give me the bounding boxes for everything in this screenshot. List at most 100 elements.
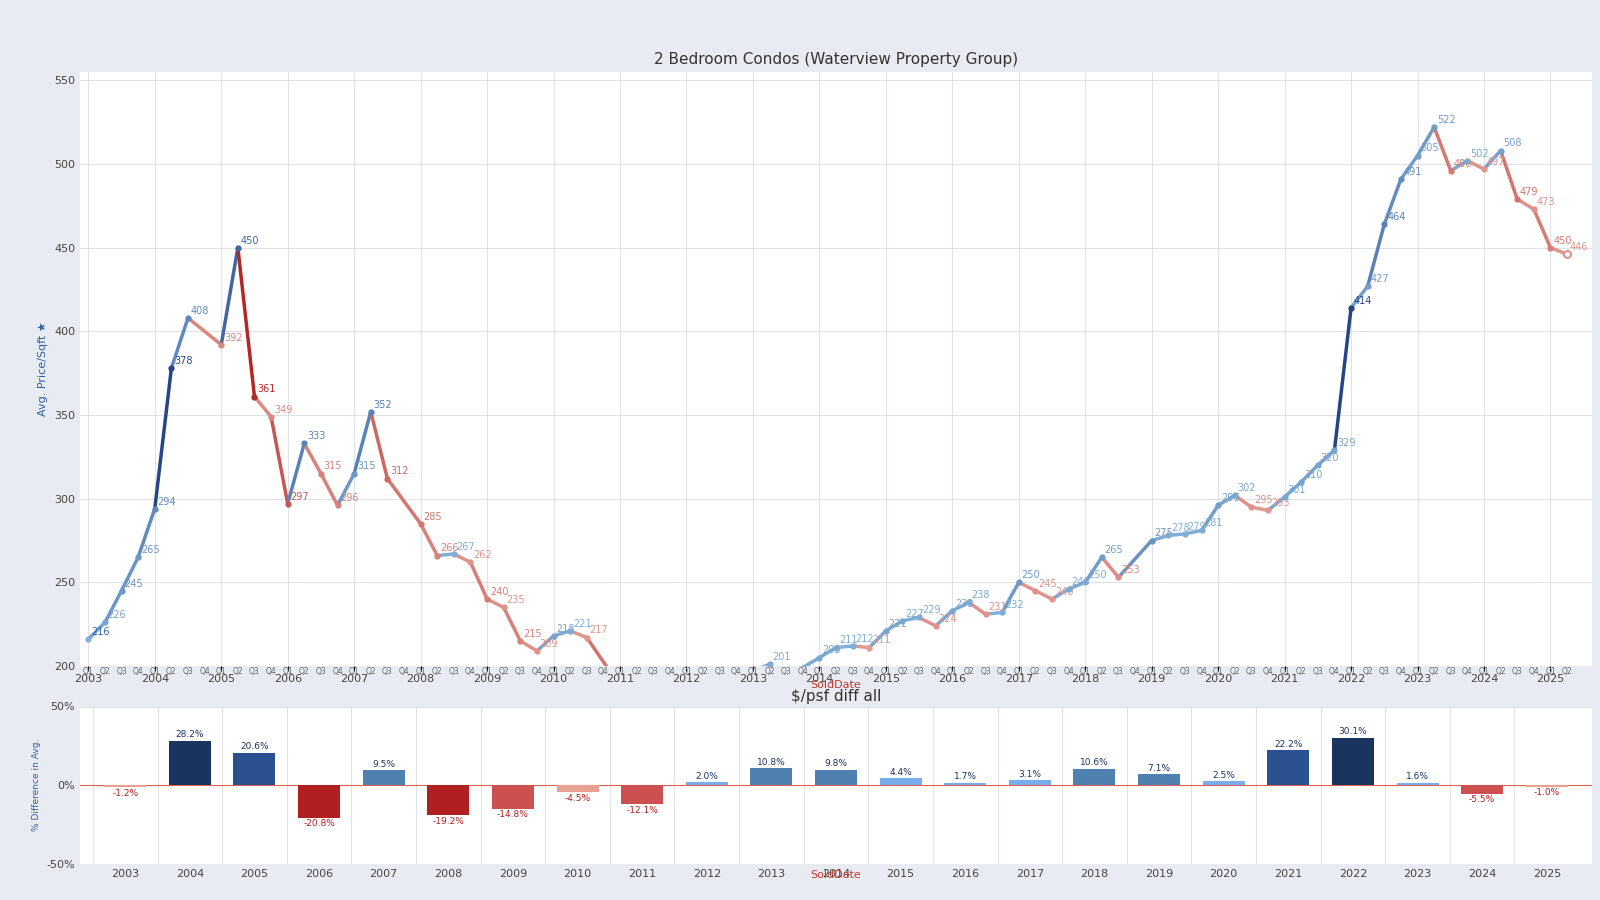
Bar xyxy=(1010,780,1051,785)
Text: 392: 392 xyxy=(224,333,243,343)
Bar xyxy=(1461,785,1502,794)
Text: 240: 240 xyxy=(1054,587,1074,597)
Text: 240: 240 xyxy=(490,587,509,597)
Text: 7.1%: 7.1% xyxy=(1147,764,1171,773)
Text: 250: 250 xyxy=(1021,571,1040,580)
Text: 4.4%: 4.4% xyxy=(890,768,912,777)
Text: 262: 262 xyxy=(474,550,491,560)
Bar xyxy=(814,770,858,785)
Text: -5.5%: -5.5% xyxy=(1469,796,1496,805)
Text: 1.6%: 1.6% xyxy=(1406,772,1429,781)
Text: 296: 296 xyxy=(341,493,358,503)
Text: 281: 281 xyxy=(1205,518,1222,528)
Text: 491: 491 xyxy=(1403,166,1422,177)
Text: 446: 446 xyxy=(1570,242,1589,252)
Text: -1.0%: -1.0% xyxy=(1534,788,1560,797)
Text: 279: 279 xyxy=(1187,522,1206,532)
Text: 209: 209 xyxy=(539,639,558,649)
Text: 1.7%: 1.7% xyxy=(954,772,976,781)
Text: 301: 301 xyxy=(1288,485,1306,495)
Text: 333: 333 xyxy=(307,431,325,441)
Text: 9.5%: 9.5% xyxy=(373,760,395,769)
Text: 315: 315 xyxy=(323,462,342,472)
Text: 312: 312 xyxy=(390,466,408,476)
Text: 278: 278 xyxy=(1171,523,1190,534)
Text: 229: 229 xyxy=(922,606,941,616)
Text: 275: 275 xyxy=(1155,528,1173,538)
Text: 450: 450 xyxy=(1554,236,1571,246)
Text: 315: 315 xyxy=(357,462,376,472)
Bar xyxy=(686,782,728,785)
Text: 205: 205 xyxy=(822,645,840,655)
Text: 505: 505 xyxy=(1421,143,1438,154)
Bar xyxy=(104,785,146,788)
Bar xyxy=(427,785,469,815)
Text: -12.1%: -12.1% xyxy=(626,806,658,814)
Text: 238: 238 xyxy=(971,590,990,600)
Text: -1.2%: -1.2% xyxy=(112,788,138,797)
Bar xyxy=(170,741,211,785)
Text: 496: 496 xyxy=(1453,158,1472,168)
Text: 297: 297 xyxy=(291,491,309,501)
Bar xyxy=(944,783,986,785)
Text: 215: 215 xyxy=(523,629,542,639)
Text: 231: 231 xyxy=(989,602,1006,612)
Text: 20.6%: 20.6% xyxy=(240,742,269,752)
Text: 310: 310 xyxy=(1304,470,1322,480)
Text: 320: 320 xyxy=(1320,453,1339,463)
Text: 227: 227 xyxy=(906,608,923,618)
Text: SoldDate: SoldDate xyxy=(810,680,861,690)
Text: 245: 245 xyxy=(1038,579,1056,589)
Text: 266: 266 xyxy=(440,544,459,554)
Bar xyxy=(880,778,922,785)
Y-axis label: Avg. Price/Sqft ★: Avg. Price/Sqft ★ xyxy=(38,321,48,417)
Text: 217: 217 xyxy=(589,626,608,635)
Bar xyxy=(1397,783,1438,785)
Text: 10.6%: 10.6% xyxy=(1080,758,1109,767)
Text: 295: 295 xyxy=(1254,495,1272,505)
Text: 211: 211 xyxy=(872,635,891,645)
Text: 265: 265 xyxy=(141,545,160,555)
Text: 216: 216 xyxy=(91,627,109,637)
Bar xyxy=(1074,769,1115,785)
Text: 226: 226 xyxy=(107,610,126,620)
Bar xyxy=(1138,774,1181,785)
Text: 479: 479 xyxy=(1520,187,1539,197)
Text: 349: 349 xyxy=(274,404,293,415)
Text: -4.5%: -4.5% xyxy=(565,794,590,803)
Text: SoldDate: SoldDate xyxy=(810,869,861,879)
Text: 221: 221 xyxy=(573,618,592,629)
Text: -20.8%: -20.8% xyxy=(302,819,334,828)
Text: 296: 296 xyxy=(1221,493,1240,503)
Text: 352: 352 xyxy=(373,400,392,410)
Text: 302: 302 xyxy=(1237,483,1256,493)
Text: -19.2%: -19.2% xyxy=(432,817,464,826)
Text: 233: 233 xyxy=(955,598,973,608)
Bar xyxy=(557,785,598,792)
Text: 22.2%: 22.2% xyxy=(1274,740,1302,749)
Text: 329: 329 xyxy=(1338,438,1355,448)
Bar xyxy=(1331,738,1374,785)
Text: 502: 502 xyxy=(1470,148,1488,158)
Bar xyxy=(363,770,405,785)
Text: 235: 235 xyxy=(507,595,525,606)
Text: 224: 224 xyxy=(939,614,957,624)
Text: 253: 253 xyxy=(1122,565,1139,575)
Bar xyxy=(1267,751,1309,785)
Text: 211: 211 xyxy=(838,635,858,645)
Text: 212: 212 xyxy=(856,634,874,643)
Text: 293: 293 xyxy=(1270,499,1290,508)
Title: 2 Bedroom Condos (Waterview Property Group): 2 Bedroom Condos (Waterview Property Gro… xyxy=(654,51,1018,67)
Title: $/psf diff all: $/psf diff all xyxy=(790,688,882,704)
Text: 30.1%: 30.1% xyxy=(1339,727,1368,736)
Text: 427: 427 xyxy=(1371,274,1389,284)
Text: 378: 378 xyxy=(174,356,192,366)
Text: 28.2%: 28.2% xyxy=(176,731,205,740)
Text: 250: 250 xyxy=(1088,571,1107,580)
Bar xyxy=(234,752,275,785)
Text: 473: 473 xyxy=(1536,197,1555,207)
Text: 294: 294 xyxy=(157,497,176,507)
Text: -14.8%: -14.8% xyxy=(498,810,530,819)
Text: 245: 245 xyxy=(125,579,142,589)
Text: 10.8%: 10.8% xyxy=(757,758,786,767)
